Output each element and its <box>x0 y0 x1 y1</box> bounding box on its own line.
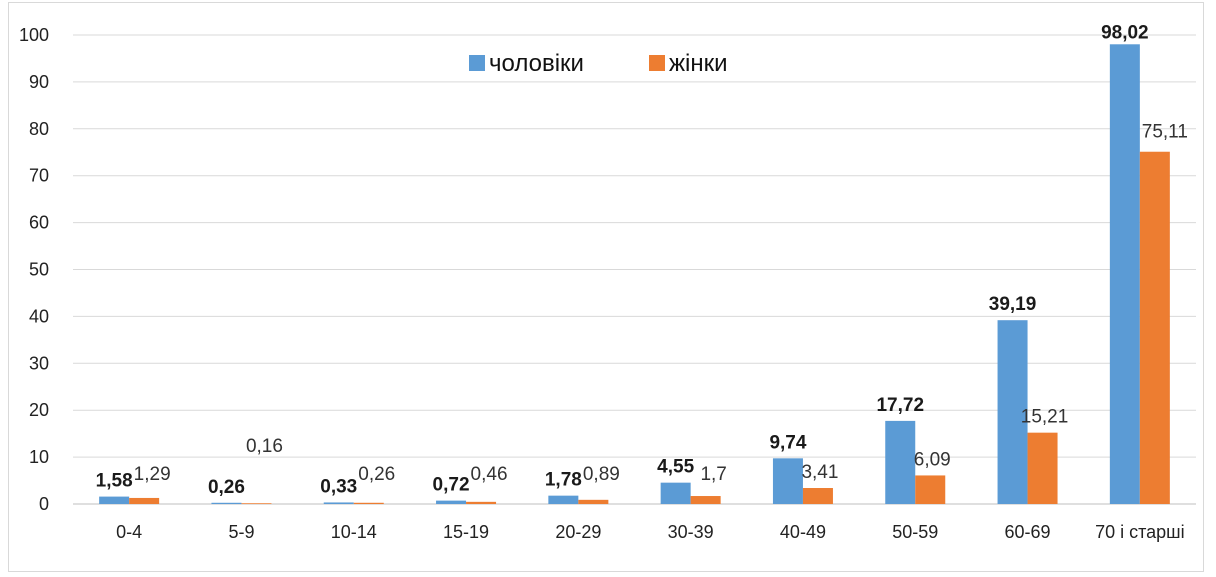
bar-men-3 <box>436 500 467 504</box>
bar-women-3 <box>466 501 497 504</box>
x-tick-label-3: 15-19 <box>443 522 489 542</box>
x-tick-label-4: 20-29 <box>555 522 601 542</box>
data-label-men-3: 0,72 <box>433 475 470 496</box>
y-tick-label-40: 40 <box>29 306 49 326</box>
y-tick-label-90: 90 <box>29 72 49 92</box>
bar-men-5 <box>660 482 691 504</box>
bar-men-6 <box>772 458 803 504</box>
data-label-women-0: 1,29 <box>134 464 171 485</box>
data-label-women-9: 75,11 <box>1142 122 1188 143</box>
y-tick-label-50: 50 <box>29 260 49 280</box>
data-label-women-6: 3,41 <box>801 462 838 483</box>
y-tick-label-30: 30 <box>29 353 49 373</box>
x-tick-label-7: 50-59 <box>892 522 938 542</box>
bar-men-0 <box>99 496 130 504</box>
bar-women-7 <box>915 475 946 504</box>
data-label-men-6: 9,74 <box>769 432 806 453</box>
data-label-men-5: 4,55 <box>657 457 694 478</box>
bar-women-6 <box>802 488 833 504</box>
gridlines <box>73 34 1196 505</box>
y-tick-label-20: 20 <box>29 400 49 420</box>
data-label-women-3: 0,46 <box>471 464 508 485</box>
y-axis-ticks: 0 10 20 30 40 50 60 70 80 90 100 <box>19 25 49 514</box>
data-label-women-4: 0,89 <box>583 464 620 485</box>
y-tick-label-70: 70 <box>29 166 49 186</box>
legend-label-men: чоловіки <box>489 50 584 77</box>
bar-men-9 <box>1109 44 1140 505</box>
bar-women-0 <box>129 497 160 504</box>
x-tick-label-2: 10-14 <box>331 522 377 542</box>
data-label-women-1: 0,16 <box>246 436 283 457</box>
bars <box>99 44 1170 505</box>
bar-men-4 <box>548 495 579 504</box>
x-tick-label-5: 30-39 <box>668 522 714 542</box>
bar-men-7 <box>885 420 916 504</box>
data-label-men-0: 1,58 <box>96 471 133 492</box>
y-tick-label-60: 60 <box>29 213 49 233</box>
bar-men-8 <box>997 320 1028 504</box>
bar-women-5 <box>690 496 721 504</box>
chart-frame: 0 10 20 30 40 50 60 70 80 90 100 1,58 1,29 0,26 0,16 0… <box>8 2 1204 572</box>
data-label-men-8: 39,19 <box>989 294 1037 315</box>
legend-swatch-men <box>469 55 485 71</box>
data-label-men-1: 0,26 <box>208 477 245 498</box>
data-label-women-2: 0,26 <box>358 464 395 485</box>
y-tick-label-0: 0 <box>39 494 49 514</box>
bar-women-9 <box>1139 151 1170 504</box>
bar-men-2 <box>323 502 354 504</box>
data-label-women-8: 15,21 <box>1021 407 1069 428</box>
x-tick-label-9: 70 і старші <box>1095 522 1185 542</box>
x-axis-ticks: 0-4 5-9 10-14 15-19 20-29 30-39 40-49 50-59 60-6… <box>116 522 1184 542</box>
y-tick-label-10: 10 <box>29 447 49 467</box>
x-tick-label-8: 60-69 <box>1005 522 1051 542</box>
data-label-men-4: 1,78 <box>545 470 582 491</box>
data-label-women-7: 6,09 <box>914 449 951 470</box>
legend-label-women: жінки <box>669 50 728 77</box>
x-tick-label-0: 0-4 <box>116 522 142 542</box>
data-label-men-7: 17,72 <box>876 395 924 416</box>
legend-swatch-women <box>649 55 665 71</box>
data-labels: 1,58 1,290,260,160,330,260,720,46 1,78 0,89… <box>96 22 1188 497</box>
bar-women-4 <box>578 499 609 504</box>
bar-women-2 <box>353 502 384 504</box>
data-label-men-9: 98,02 <box>1101 22 1149 43</box>
y-tick-label-100: 100 <box>19 25 49 45</box>
bar-men-1 <box>211 502 242 504</box>
legend: чоловіки жінки <box>469 50 728 77</box>
bar-women-1 <box>241 503 272 504</box>
data-label-men-2: 0,33 <box>320 476 357 497</box>
x-tick-label-1: 5-9 <box>228 522 254 542</box>
data-label-women-5: 1,7 <box>700 464 726 485</box>
x-tick-label-6: 40-49 <box>780 522 826 542</box>
bar-women-8 <box>1027 432 1058 504</box>
y-tick-label-80: 80 <box>29 119 49 139</box>
